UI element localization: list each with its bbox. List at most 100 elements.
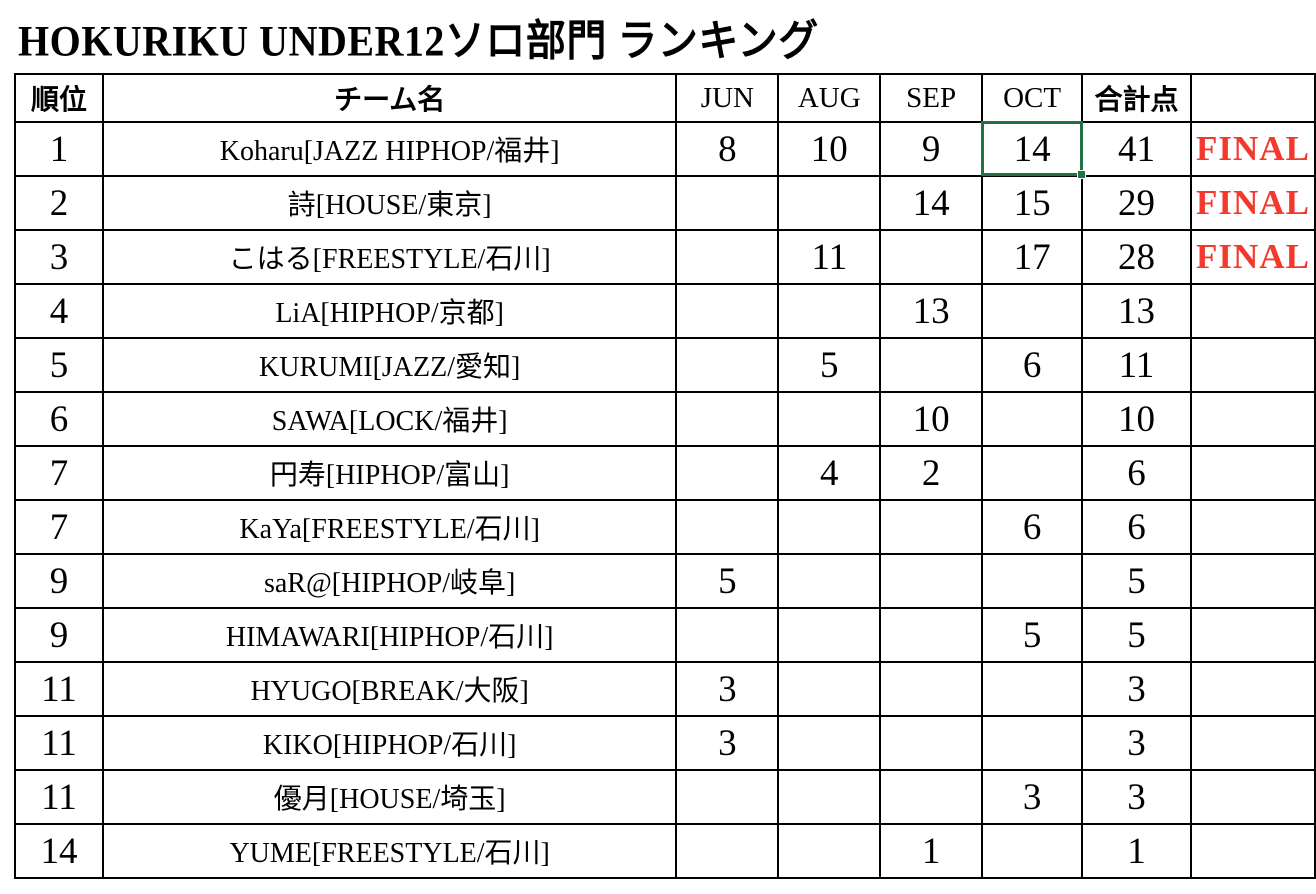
sep-cell[interactable]: 14 bbox=[879, 175, 984, 231]
sep-cell[interactable]: 10 bbox=[879, 391, 984, 447]
team-cell[interactable]: Koharu[JAZZ HIPHOP/福井] bbox=[101, 121, 678, 177]
rank-cell[interactable]: 9 bbox=[14, 607, 104, 663]
rank-cell[interactable]: 7 bbox=[14, 499, 104, 555]
total-cell[interactable]: 5 bbox=[1081, 553, 1192, 609]
rank-cell[interactable]: 1 bbox=[14, 121, 104, 177]
rank-cell[interactable]: 4 bbox=[14, 283, 104, 339]
oct-cell[interactable]: 6 bbox=[981, 499, 1084, 555]
aug-cell[interactable] bbox=[777, 661, 882, 717]
sep-cell[interactable]: 1 bbox=[879, 823, 984, 879]
jun-cell[interactable] bbox=[675, 445, 780, 501]
total-cell[interactable]: 41 bbox=[1081, 121, 1192, 177]
col-header-rank[interactable]: 順位 bbox=[14, 73, 104, 123]
total-cell[interactable]: 5 bbox=[1081, 607, 1192, 663]
sep-cell[interactable] bbox=[879, 661, 984, 717]
aug-cell[interactable]: 10 bbox=[777, 121, 882, 177]
sep-cell[interactable] bbox=[879, 553, 984, 609]
jun-cell[interactable] bbox=[675, 283, 780, 339]
team-cell[interactable]: KURUMI[JAZZ/愛知] bbox=[101, 337, 678, 393]
rank-cell[interactable]: 14 bbox=[14, 823, 104, 879]
total-cell[interactable]: 10 bbox=[1081, 391, 1192, 447]
col-header-oct[interactable]: OCT bbox=[981, 73, 1084, 123]
col-header-total[interactable]: 合計点 bbox=[1081, 73, 1192, 123]
oct-cell[interactable] bbox=[981, 823, 1084, 879]
team-cell[interactable]: KaYa[FREESTYLE/石川] bbox=[101, 499, 678, 555]
jun-cell[interactable] bbox=[675, 823, 780, 879]
oct-cell[interactable] bbox=[981, 661, 1084, 717]
oct-cell[interactable] bbox=[981, 283, 1084, 339]
aug-cell[interactable] bbox=[777, 391, 882, 447]
aug-cell[interactable] bbox=[777, 499, 882, 555]
total-cell[interactable]: 6 bbox=[1081, 499, 1192, 555]
sep-cell[interactable]: 2 bbox=[879, 445, 984, 501]
rank-cell[interactable]: 11 bbox=[14, 715, 104, 771]
col-header-aug[interactable]: AUG bbox=[777, 73, 882, 123]
col-header-team[interactable]: チーム名 bbox=[101, 73, 678, 123]
total-cell[interactable]: 3 bbox=[1081, 769, 1192, 825]
oct-cell[interactable] bbox=[981, 391, 1084, 447]
oct-cell[interactable] bbox=[981, 445, 1084, 501]
sep-cell[interactable] bbox=[879, 499, 984, 555]
total-cell[interactable]: 3 bbox=[1081, 661, 1192, 717]
oct-cell[interactable]: 5 bbox=[981, 607, 1084, 663]
team-cell[interactable]: 円寿[HIPHOP/富山] bbox=[101, 445, 678, 501]
jun-cell[interactable] bbox=[675, 769, 780, 825]
total-cell[interactable]: 6 bbox=[1081, 445, 1192, 501]
aug-cell[interactable]: 4 bbox=[777, 445, 882, 501]
aug-cell[interactable]: 11 bbox=[777, 229, 882, 285]
total-cell[interactable]: 1 bbox=[1081, 823, 1192, 879]
rank-cell[interactable]: 6 bbox=[14, 391, 104, 447]
team-cell[interactable]: LiA[HIPHOP/京都] bbox=[101, 283, 678, 339]
team-cell[interactable]: YUME[FREESTYLE/石川] bbox=[101, 823, 678, 879]
total-cell[interactable]: 28 bbox=[1081, 229, 1192, 285]
jun-cell[interactable] bbox=[675, 499, 780, 555]
total-cell[interactable]: 3 bbox=[1081, 715, 1192, 771]
oct-cell[interactable]: 17 bbox=[981, 229, 1084, 285]
aug-cell[interactable] bbox=[777, 823, 882, 879]
total-cell[interactable]: 13 bbox=[1081, 283, 1192, 339]
aug-cell[interactable] bbox=[777, 607, 882, 663]
sep-cell[interactable] bbox=[879, 715, 984, 771]
rank-cell[interactable]: 2 bbox=[14, 175, 104, 231]
total-cell[interactable]: 29 bbox=[1081, 175, 1192, 231]
rank-cell[interactable]: 11 bbox=[14, 769, 104, 825]
total-cell[interactable]: 11 bbox=[1081, 337, 1192, 393]
sep-cell[interactable] bbox=[879, 337, 984, 393]
sep-cell[interactable] bbox=[879, 607, 984, 663]
team-cell[interactable]: KIKO[HIPHOP/石川] bbox=[101, 715, 678, 771]
jun-cell[interactable] bbox=[675, 607, 780, 663]
col-header-sep[interactable]: SEP bbox=[879, 73, 984, 123]
aug-cell[interactable] bbox=[777, 715, 882, 771]
rank-cell[interactable]: 7 bbox=[14, 445, 104, 501]
jun-cell[interactable] bbox=[675, 337, 780, 393]
aug-cell[interactable] bbox=[777, 769, 882, 825]
oct-cell[interactable]: 3 bbox=[981, 769, 1084, 825]
team-cell[interactable]: HYUGO[BREAK/大阪] bbox=[101, 661, 678, 717]
jun-cell[interactable]: 8 bbox=[675, 121, 780, 177]
aug-cell[interactable]: 5 bbox=[777, 337, 882, 393]
jun-cell[interactable] bbox=[675, 391, 780, 447]
team-cell[interactable]: 優月[HOUSE/埼玉] bbox=[101, 769, 678, 825]
aug-cell[interactable] bbox=[777, 553, 882, 609]
sep-cell[interactable] bbox=[879, 229, 984, 285]
jun-cell[interactable] bbox=[675, 175, 780, 231]
team-cell[interactable]: saR@[HIPHOP/岐阜] bbox=[101, 553, 678, 609]
sep-cell[interactable] bbox=[879, 769, 984, 825]
rank-cell[interactable]: 11 bbox=[14, 661, 104, 717]
team-cell[interactable]: 詩[HOUSE/東京] bbox=[101, 175, 678, 231]
oct-cell[interactable] bbox=[981, 715, 1084, 771]
oct-cell[interactable]: 14 bbox=[981, 121, 1086, 179]
rank-cell[interactable]: 9 bbox=[14, 553, 104, 609]
jun-cell[interactable]: 3 bbox=[675, 661, 780, 717]
col-header-jun[interactable]: JUN bbox=[675, 73, 780, 123]
oct-cell[interactable]: 6 bbox=[981, 337, 1084, 393]
team-cell[interactable]: SAWA[LOCK/福井] bbox=[101, 391, 678, 447]
rank-cell[interactable]: 5 bbox=[14, 337, 104, 393]
team-cell[interactable]: HIMAWARI[HIPHOP/石川] bbox=[101, 607, 678, 663]
rank-cell[interactable]: 3 bbox=[14, 229, 104, 285]
team-cell[interactable]: こはる[FREESTYLE/石川] bbox=[101, 229, 678, 285]
oct-cell[interactable]: 15 bbox=[981, 175, 1084, 231]
aug-cell[interactable] bbox=[777, 175, 882, 231]
jun-cell[interactable] bbox=[675, 229, 780, 285]
jun-cell[interactable]: 3 bbox=[675, 715, 780, 771]
